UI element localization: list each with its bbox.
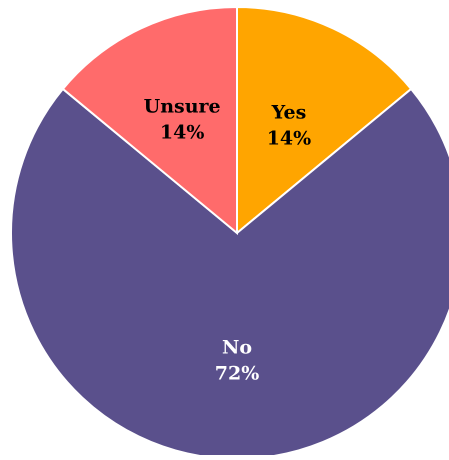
slice-value-label: 72% [215,362,260,384]
pie-slices [10,5,449,460]
slice-value-label: 14% [160,121,205,143]
slice-label-unsure: Unsure 14% [144,95,221,143]
pie-slice-unsure [61,5,238,236]
pie-labels: Yes 14% No 72% Unsure 14% [144,95,312,384]
slice-category-label: No [222,336,252,358]
slice-category-label: Unsure [144,95,221,117]
slice-label-yes: Yes 14% [267,102,312,150]
slice-value-label: 14% [267,128,312,150]
pie-slice-yes [236,5,413,236]
slice-label-no: No 72% [215,336,260,384]
slice-category-label: Yes [271,102,307,124]
